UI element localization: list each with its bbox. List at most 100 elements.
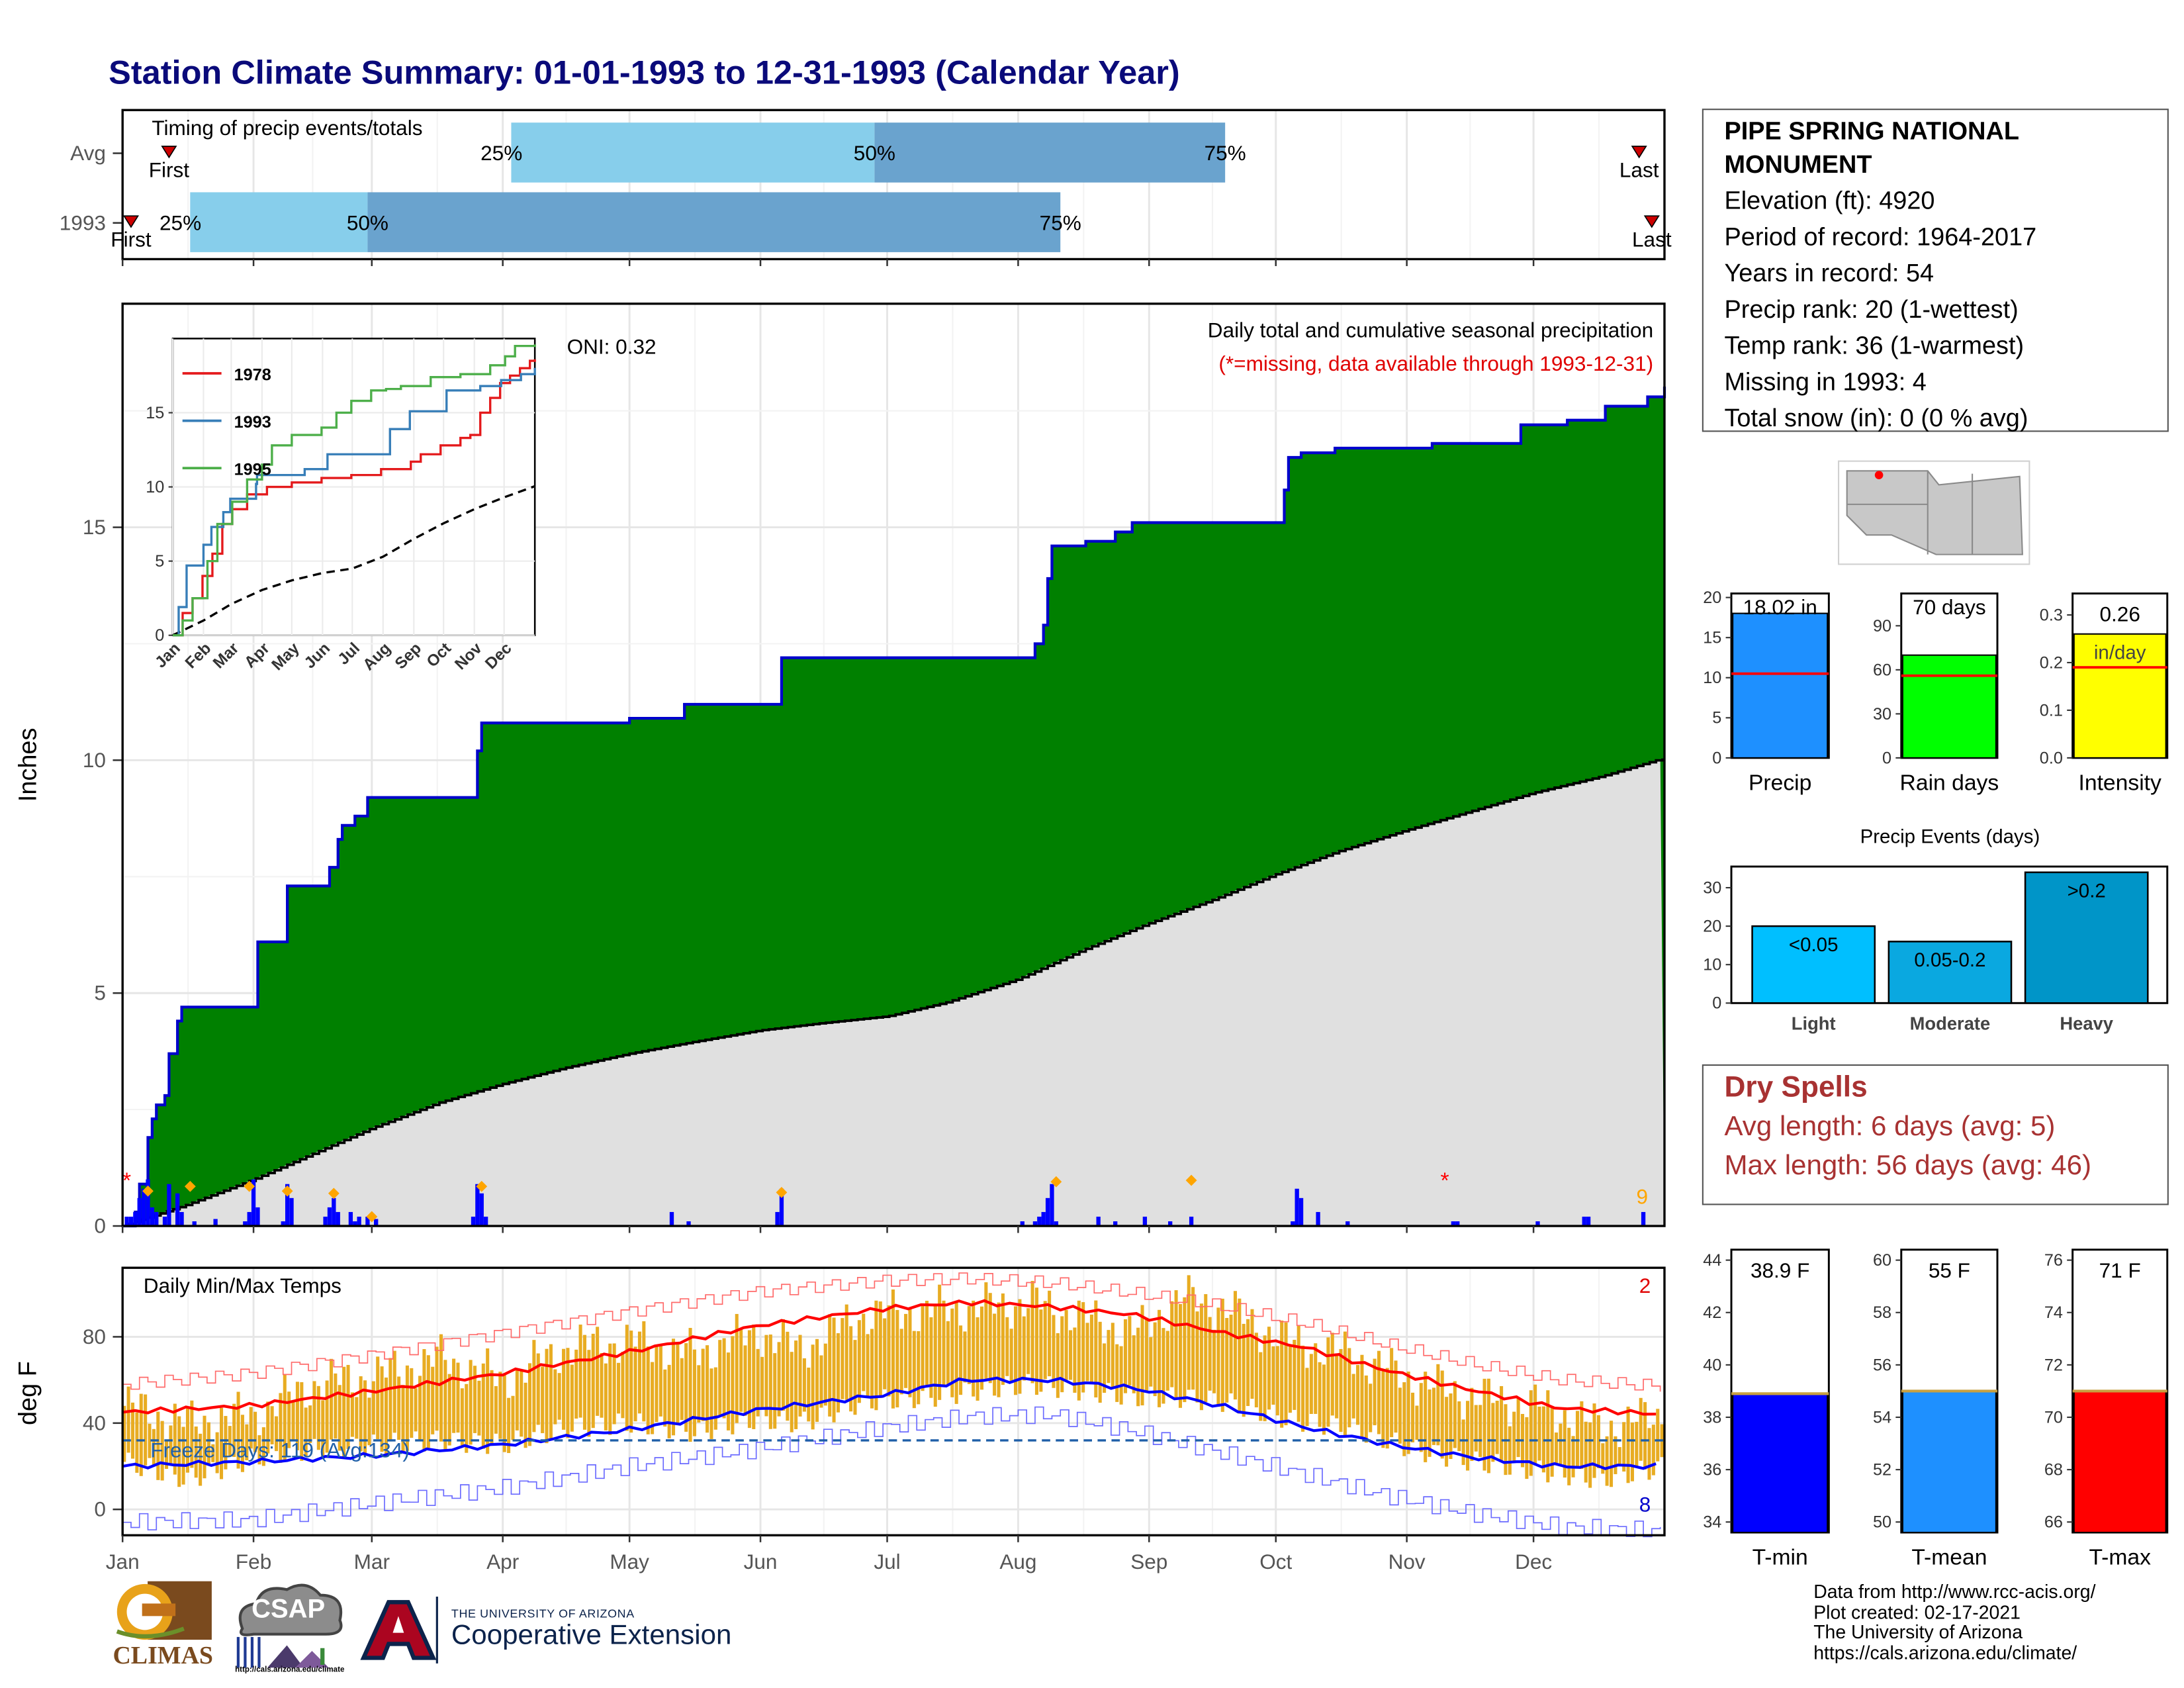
daily-temp-bar (1424, 1372, 1428, 1462)
daily-temp-bar (1622, 1422, 1626, 1472)
daily-temp-bar (954, 1301, 958, 1404)
daily-temp-bar (1596, 1415, 1600, 1468)
daily-temp-bar (709, 1368, 713, 1439)
daily-temp-bar (777, 1342, 781, 1417)
daily-temp-bar (832, 1317, 836, 1423)
daily-temp-bar (1199, 1303, 1203, 1411)
daily-temp-bar (1089, 1314, 1093, 1384)
daily-temp-bar (1330, 1333, 1334, 1416)
daily-temp-bar (1144, 1317, 1148, 1393)
summary-y-tick-label: 66 (2044, 1513, 2063, 1532)
summary-category-label: T-max (2089, 1545, 2151, 1570)
daily-temp-bar (426, 1355, 430, 1448)
month-tick-label: Dec (1515, 1550, 1552, 1573)
footer-line4: https://cals.arizona.edu/climate/ (1813, 1642, 2077, 1663)
daily-temp-bar (1123, 1319, 1128, 1393)
events-bar (2024, 871, 2149, 1004)
daily-temp-bar (410, 1368, 414, 1438)
summary-value-label: 70 days (1913, 595, 1986, 619)
daily-temp-bar (185, 1407, 190, 1473)
timing-q75-label: 75% (1205, 141, 1246, 165)
daily-precip-bar (1345, 1221, 1350, 1227)
daily-precip-bar (1032, 1221, 1038, 1227)
daily-temp-bar (1377, 1350, 1381, 1434)
daily-temp-bar (1347, 1348, 1351, 1428)
daily-temp-bar (1601, 1443, 1605, 1474)
dry-spells-avg: Avg length: 6 days (avg: 5) (1724, 1111, 2056, 1143)
timing-first-label: First (149, 158, 190, 181)
daily-precip-bar (1045, 1197, 1050, 1227)
inset-y-tick-label: 0 (155, 626, 164, 645)
csap-logo-text: CSAP (251, 1595, 326, 1624)
daily-temp-bar (807, 1367, 811, 1422)
daily-precip-bar (1586, 1216, 1591, 1227)
daily-temp-bar (511, 1395, 515, 1440)
daily-precip-bar (779, 1188, 784, 1227)
timing-q50-q75-bar (367, 192, 1061, 252)
daily-temp-bar (1246, 1319, 1250, 1407)
csap-logo[interactable]: CSAP http://cals.arizona.edu/climate (228, 1579, 351, 1679)
daily-temp-bar (1293, 1339, 1297, 1410)
daily-temp-bar (1402, 1382, 1406, 1456)
daily-temp-bar (316, 1385, 320, 1450)
daily-temp-bar (1486, 1378, 1490, 1474)
summary-unit-label: in/day (2094, 641, 2146, 663)
daily-temp-bar (473, 1366, 477, 1433)
daily-precip-bar (247, 1211, 251, 1227)
daily-temp-bar (1406, 1371, 1410, 1454)
daily-temp-bar (823, 1343, 827, 1406)
ua-cooperative-extension-logo[interactable]: THE UNIVERSITY OF ARIZONA Cooperative Ex… (358, 1596, 762, 1669)
daily-precip-bar (348, 1211, 353, 1227)
daily-temp-bar (1500, 1385, 1504, 1462)
summary-y-tick-label: 38 (1703, 1408, 1721, 1427)
daily-temp-bar (819, 1355, 823, 1408)
daily-precip-bar (175, 1193, 180, 1227)
daily-temp-bar (527, 1363, 532, 1446)
avg-tmin-line (122, 1376, 1657, 1470)
daily-temp-bar (1034, 1288, 1038, 1395)
daily-precip-bar (154, 1211, 159, 1227)
daily-temp-bar (1026, 1308, 1030, 1374)
daily-temp-bar (1411, 1392, 1415, 1442)
record-low-line (122, 1406, 1661, 1538)
events-category-label: Heavy (2060, 1013, 2113, 1033)
summary-category-label: T-mean (1911, 1545, 1987, 1570)
climas-logo[interactable]: CLIMAS (106, 1579, 220, 1676)
daily-temp-bar (1153, 1322, 1157, 1397)
timing-q50-label: 50% (347, 211, 388, 234)
precip-panel-title: Daily total and cumulative seasonal prec… (1208, 318, 1653, 342)
daily-temp-bar (359, 1376, 363, 1452)
daily-temp-bar (181, 1427, 185, 1485)
daily-temp-bar (1559, 1423, 1563, 1465)
daily-temp-bar (904, 1313, 908, 1388)
daily-temp-bar (371, 1381, 375, 1435)
inset-legend-label: 1995 (234, 461, 271, 479)
station-period: Period of record: 1964-2017 (1724, 222, 2037, 251)
daily-temp-bar (122, 1405, 126, 1462)
daily-temp-bar (1195, 1311, 1199, 1403)
daily-temp-bar (1119, 1346, 1123, 1405)
daily-temp-bar (1229, 1314, 1233, 1393)
daily-precip-bar (124, 1216, 129, 1227)
daily-precip-bar (1455, 1221, 1460, 1227)
month-tick-label: Feb (236, 1550, 271, 1573)
daily-temp-bar (1512, 1411, 1516, 1463)
daily-temp-bar (790, 1352, 794, 1432)
summary-category-label: T-min (1752, 1545, 1808, 1570)
daily-temp-bar (515, 1369, 519, 1430)
daily-temp-bar (1369, 1383, 1373, 1432)
daily-temp-bar (553, 1369, 557, 1425)
footer-line3: The University of Arizona (1813, 1621, 2023, 1643)
daily-temp-bar (549, 1344, 553, 1439)
timing-first-label: First (111, 228, 152, 252)
daily-temp-bar (1550, 1406, 1554, 1477)
footer-line1: Data from http://www.rcc-acis.org/ (1813, 1581, 2096, 1603)
daily-temp-bar (938, 1284, 942, 1400)
record-low-count: 8 (1639, 1492, 1651, 1516)
daily-temp-bar (684, 1343, 688, 1432)
daily-temp-bar (887, 1305, 891, 1397)
daily-precip-bar (775, 1211, 780, 1227)
daily-temp-bar (1014, 1306, 1018, 1395)
heavy-event-marker (184, 1180, 196, 1192)
daily-precip-bar (1020, 1221, 1024, 1227)
